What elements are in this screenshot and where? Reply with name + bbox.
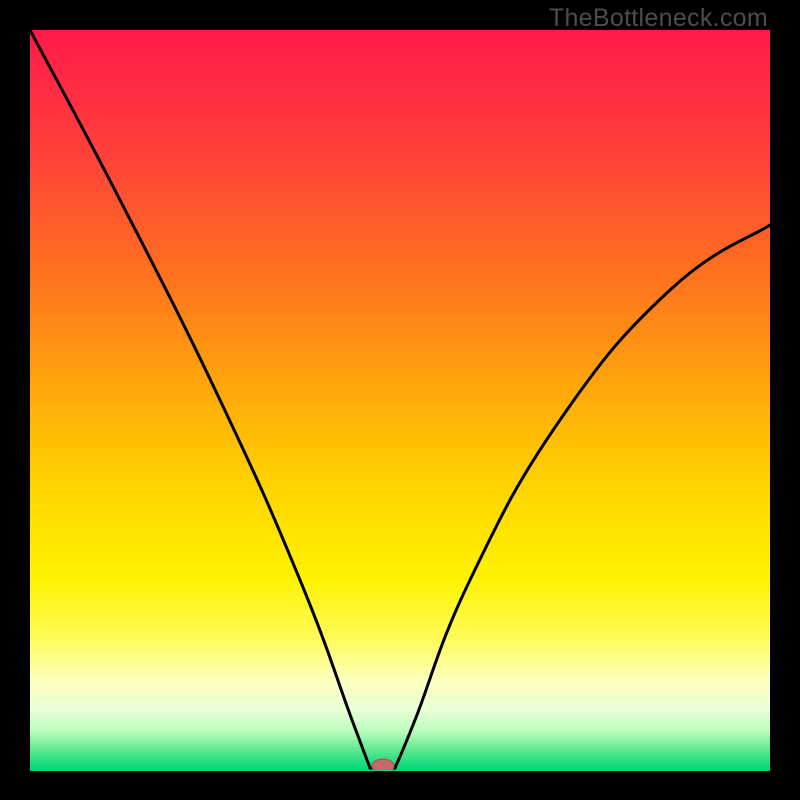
optimal-point-marker — [372, 759, 394, 770]
curve-left-branch — [30, 30, 370, 768]
plot-area — [30, 30, 770, 770]
bottleneck-curve — [30, 30, 770, 770]
chart-frame: TheBottleneck.com — [0, 0, 800, 800]
curve-right-branch — [395, 225, 770, 768]
watermark-text: TheBottleneck.com — [549, 4, 768, 33]
